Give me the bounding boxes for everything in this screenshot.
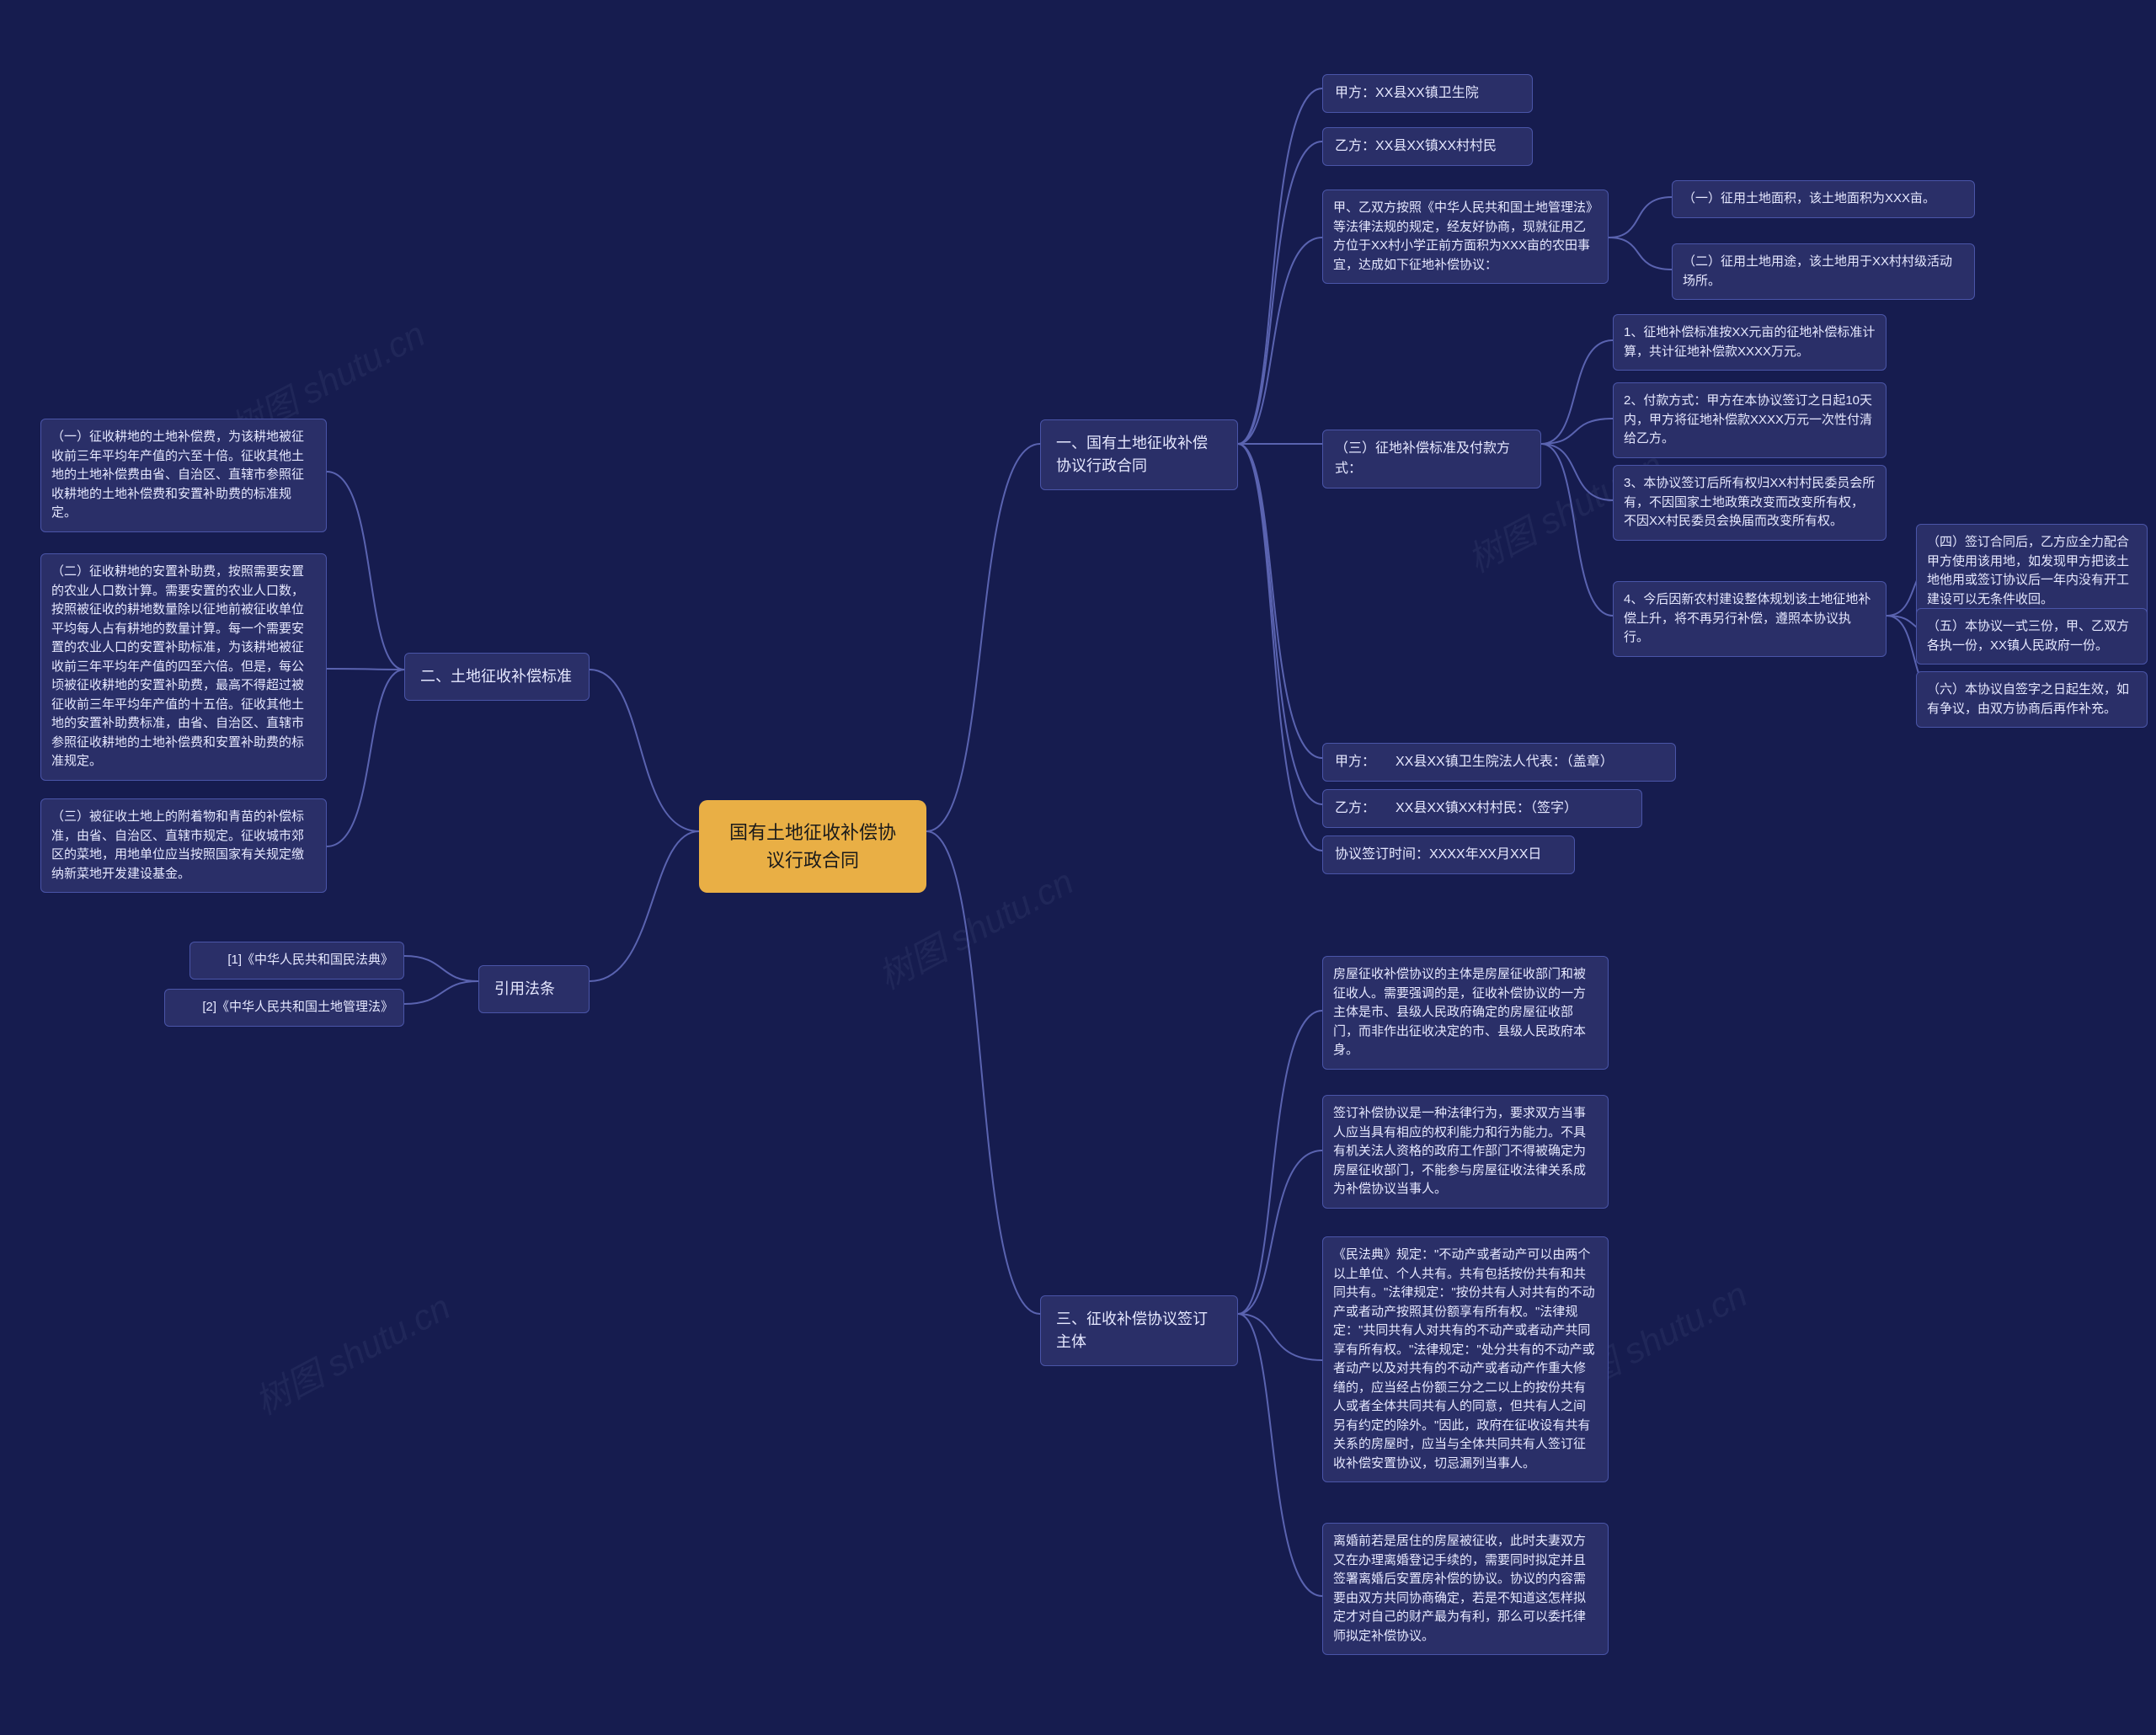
section1-sign-jia: 甲方： XX县XX镇卫生院法人代表：（盖章） — [1322, 743, 1676, 782]
section1-title: 一、国有土地征收补偿协议行政合同 — [1040, 419, 1238, 490]
section1-comp-4: 4、今后因新农村建设整体规划该土地征地补偿上升，将不再另行补偿，遵照本协议执行。 — [1613, 581, 1886, 657]
section3-title: 三、征收补偿协议签订主体 — [1040, 1295, 1238, 1366]
watermark: 树图 shutu.cn — [245, 1279, 458, 1425]
section1-comp-1: 1、征地补偿标准按XX元亩的征地补偿标准计算，共计征地补偿款XXXX万元。 — [1613, 314, 1886, 371]
section3-p2: 签订补偿协议是一种法律行为，要求双方当事人应当具有相应的权利能力和行为能力。不具… — [1322, 1095, 1609, 1209]
section1-comp-2: 2、付款方式：甲方在本协议签订之日起10天内，甲方将征地补偿款XXXX万元一次性… — [1613, 382, 1886, 458]
section3-p4: 离婚前若是居住的房屋被征收，此时夫妻双方又在办理离婚登记手续的，需要同时拟定并且… — [1322, 1523, 1609, 1655]
root-node: 国有土地征收补偿协议行政合同 — [699, 800, 926, 893]
section2-p3: （三）被征收土地上的附着物和青苗的补偿标准，由省、自治区、直辖市规定。征收城市郊… — [40, 798, 327, 893]
section1-negotiation: 甲、乙双方按照《中华人民共和国土地管理法》等法律法规的规定，经友好协商，现就征用… — [1322, 190, 1609, 284]
section2-p2: （二）征收耕地的安置补助费，按照需要安置的农业人口数计算。需要安置的农业人口数，… — [40, 553, 327, 781]
section1-neg-child2: （二）征用土地用途，该土地用于XX村村级活动场所。 — [1672, 243, 1975, 300]
section2-title: 二、土地征收补偿标准 — [404, 653, 590, 701]
section1-yi: 乙方：XX县XX镇XX村村民 — [1322, 127, 1533, 166]
section1-sign-yi: 乙方： XX县XX镇XX村村民：（签字） — [1322, 789, 1642, 828]
citation-2: [2]《中华人民共和国土地管理法》 — [164, 989, 404, 1027]
section1-comp-4b: （五）本协议一式三份，甲、乙双方各执一份，XX镇人民政府一份。 — [1916, 608, 2148, 665]
section1-comp-4c: （六）本协议自签字之日起生效，如有争议，由双方协商后再作补充。 — [1916, 671, 2148, 728]
section1-jia: 甲方：XX县XX镇卫生院 — [1322, 74, 1533, 113]
section2-p1: （一）征收耕地的土地补偿费，为该耕地被征收前三年平均年产值的六至十倍。征收其他土… — [40, 419, 327, 532]
citation-1: [1]《中华人民共和国民法典》 — [189, 942, 404, 980]
section1-comp-title: （三）征地补偿标准及付款方式： — [1322, 430, 1541, 488]
section1-neg-child1: （一）征用土地面积，该土地面积为XXX亩。 — [1672, 180, 1975, 218]
section1-comp-3: 3、本协议签订后所有权归XX村村民委员会所有，不因国家土地政策改变而改变所有权，… — [1613, 465, 1886, 541]
citations-title: 引用法条 — [478, 965, 590, 1013]
section1-comp-4a: （四）签订合同后，乙方应全力配合甲方使用该用地，如发现甲方把该土地他用或签订协议… — [1916, 524, 2148, 618]
section3-p3: 《民法典》规定："不动产或者动产可以由两个以上单位、个人共有。共有包括按份共有和… — [1322, 1236, 1609, 1482]
section3-p1: 房屋征收补偿协议的主体是房屋征收部门和被征收人。需要强调的是，征收补偿协议的一方… — [1322, 956, 1609, 1070]
section1-sign-date: 协议签订时间：XXXX年XX月XX日 — [1322, 835, 1575, 874]
